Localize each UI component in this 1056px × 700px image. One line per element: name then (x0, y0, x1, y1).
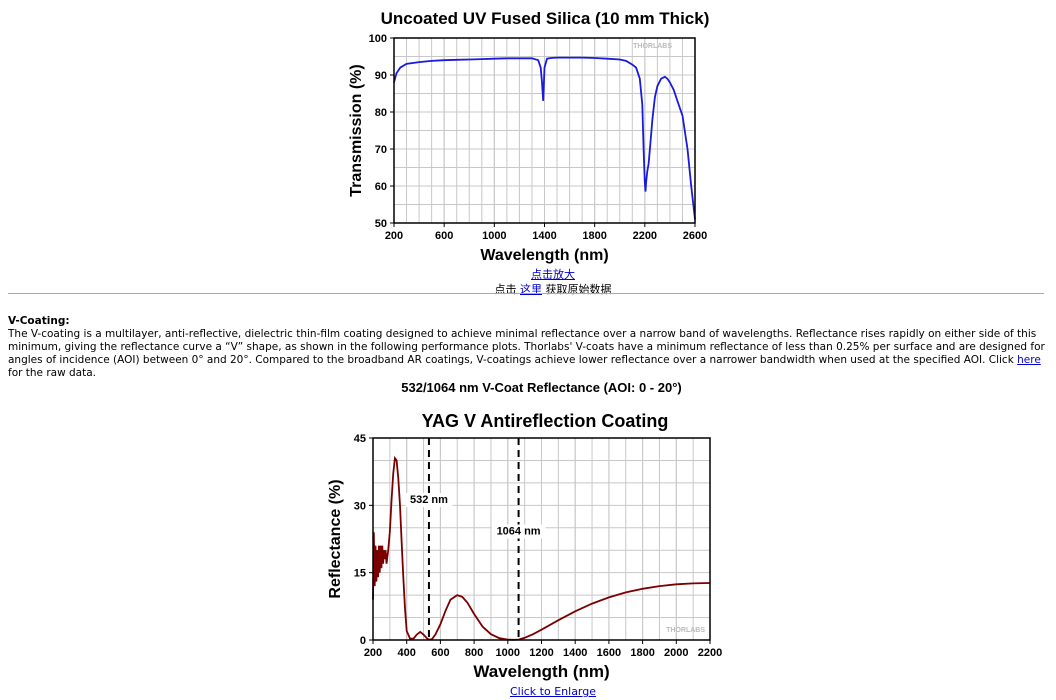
vcoat-text-end: for the raw data. (8, 367, 97, 379)
chart1-title: Uncoated UV Fused Silica (10 mm Thick) (380, 9, 710, 28)
chart2-y-axis-label: Reflectance (%) (327, 479, 344, 598)
chart2-y-ticks: 0 15 30 45 (354, 433, 373, 647)
rawdata-link-cn[interactable]: 这里 (520, 283, 542, 296)
enlarge-link-en[interactable]: Click to Enlarge (509, 685, 597, 698)
c2-x-tick-label: 1800 (630, 647, 654, 659)
chart2-series-line (372, 455, 711, 641)
c2-marker-label: 1064 nm (497, 526, 541, 538)
chart2-x-ticks: 200 400 600 800 1000 1200 1400 1600 1800 2000 2200 (364, 640, 722, 659)
chart2-grid (372, 437, 711, 641)
c2-marker-label: 532 nm (410, 494, 448, 506)
c2-x-tick-label: 800 (465, 647, 483, 659)
c2-x-tick-label: 200 (364, 647, 382, 659)
vcoat-text: The V-coating is a multilayer, anti-refl… (8, 328, 1045, 366)
c2-x-tick-label: 400 (398, 647, 416, 659)
c1-x-tick-label: 600 (435, 230, 453, 242)
chart2-watermark: THORLABS (666, 627, 705, 634)
chart2-annotations: 532 nm 1064 nm (405, 438, 546, 640)
c2-x-tick-label: 1400 (563, 647, 587, 659)
chart1-transmission-plot[interactable]: THORLABS 200 600 1000 1400 1800 2200 2600 50 60… (330, 30, 730, 270)
vcoat-plot-subtitle: 532/1064 nm V-Coat Reflectance (AOI: 0 -… (401, 380, 682, 395)
vcoat-plot-subtitle-row: 532/1064 nm V-Coat Reflectance (AOI: 0 -… (0, 380, 1056, 395)
c1-x-tick-label: 2200 (633, 230, 657, 242)
vcoat-heading: V-Coating: (8, 315, 70, 327)
chart1-x-axis-label: Wavelength (nm) (480, 247, 608, 264)
c2-marker-label-bg (491, 524, 546, 539)
c2-x-tick-label: 2200 (698, 647, 722, 659)
c2-x-tick-label: 600 (431, 647, 449, 659)
raw-data-link[interactable]: here (1017, 354, 1041, 366)
c1-x-tick-label: 1800 (582, 230, 606, 242)
c2-y-tick-label: 45 (354, 433, 366, 445)
c1-y-tick-label: 100 (369, 33, 387, 45)
enlarge-link-en-row: Click to Enlarge (0, 685, 1056, 698)
rawdata-suffix-cn: 获取原始数据 (542, 283, 612, 296)
chart1-y-axis-label: Transmission (%) (348, 64, 365, 196)
vcoat-section: V-Coating: The V-coating is a multilayer… (8, 315, 1048, 380)
enlarge-link-cn-row: 点击放大 (0, 266, 1056, 282)
chart2-title: YAG V Antireflection Coating (421, 411, 669, 431)
section-divider (8, 293, 1044, 294)
c1-x-tick-label: 200 (385, 230, 403, 242)
chart1-y-ticks: 50 60 70 80 90 100 (369, 33, 394, 230)
c1-x-tick-label: 2600 (683, 230, 707, 242)
c1-y-tick-label: 60 (375, 181, 387, 193)
chart1-x-ticks: 200 600 1000 1400 1800 2200 2600 (385, 223, 707, 242)
enlarge-link-cn[interactable]: 点击放大 (531, 268, 575, 281)
c1-x-tick-label: 1400 (532, 230, 556, 242)
c1-y-tick-label: 90 (375, 70, 387, 82)
c2-y-tick-label: 0 (360, 635, 366, 647)
c1-x-tick-label: 1000 (482, 230, 506, 242)
chart2-reflectance-plot[interactable]: THORLABS 532 nm 1064 nm 200 400 600 800 1000 1… (320, 430, 740, 690)
rawdata-prefix-cn: 点击 (494, 283, 520, 296)
c2-x-tick-label: 2000 (664, 647, 688, 659)
c1-y-tick-label: 50 (375, 218, 387, 230)
rawdata-row-cn: 点击 这里 获取原始数据 (0, 281, 1056, 297)
c2-y-tick-label: 15 (354, 568, 366, 580)
c1-y-tick-label: 80 (375, 107, 387, 119)
c1-y-tick-label: 70 (375, 144, 387, 156)
c2-y-tick-label: 30 (354, 500, 366, 512)
c2-x-tick-label: 1600 (597, 647, 621, 659)
chart2-x-axis-label: Wavelength (nm) (473, 662, 609, 681)
chart1-series-line (393, 56, 696, 220)
c2-x-tick-label: 1000 (496, 647, 520, 659)
chart1-watermark: THORLABS (633, 43, 672, 50)
c2-marker-label-bg (405, 493, 453, 508)
vcoat-paragraph: The V-coating is a multilayer, anti-refl… (8, 328, 1048, 380)
c2-x-tick-label: 1200 (529, 647, 553, 659)
